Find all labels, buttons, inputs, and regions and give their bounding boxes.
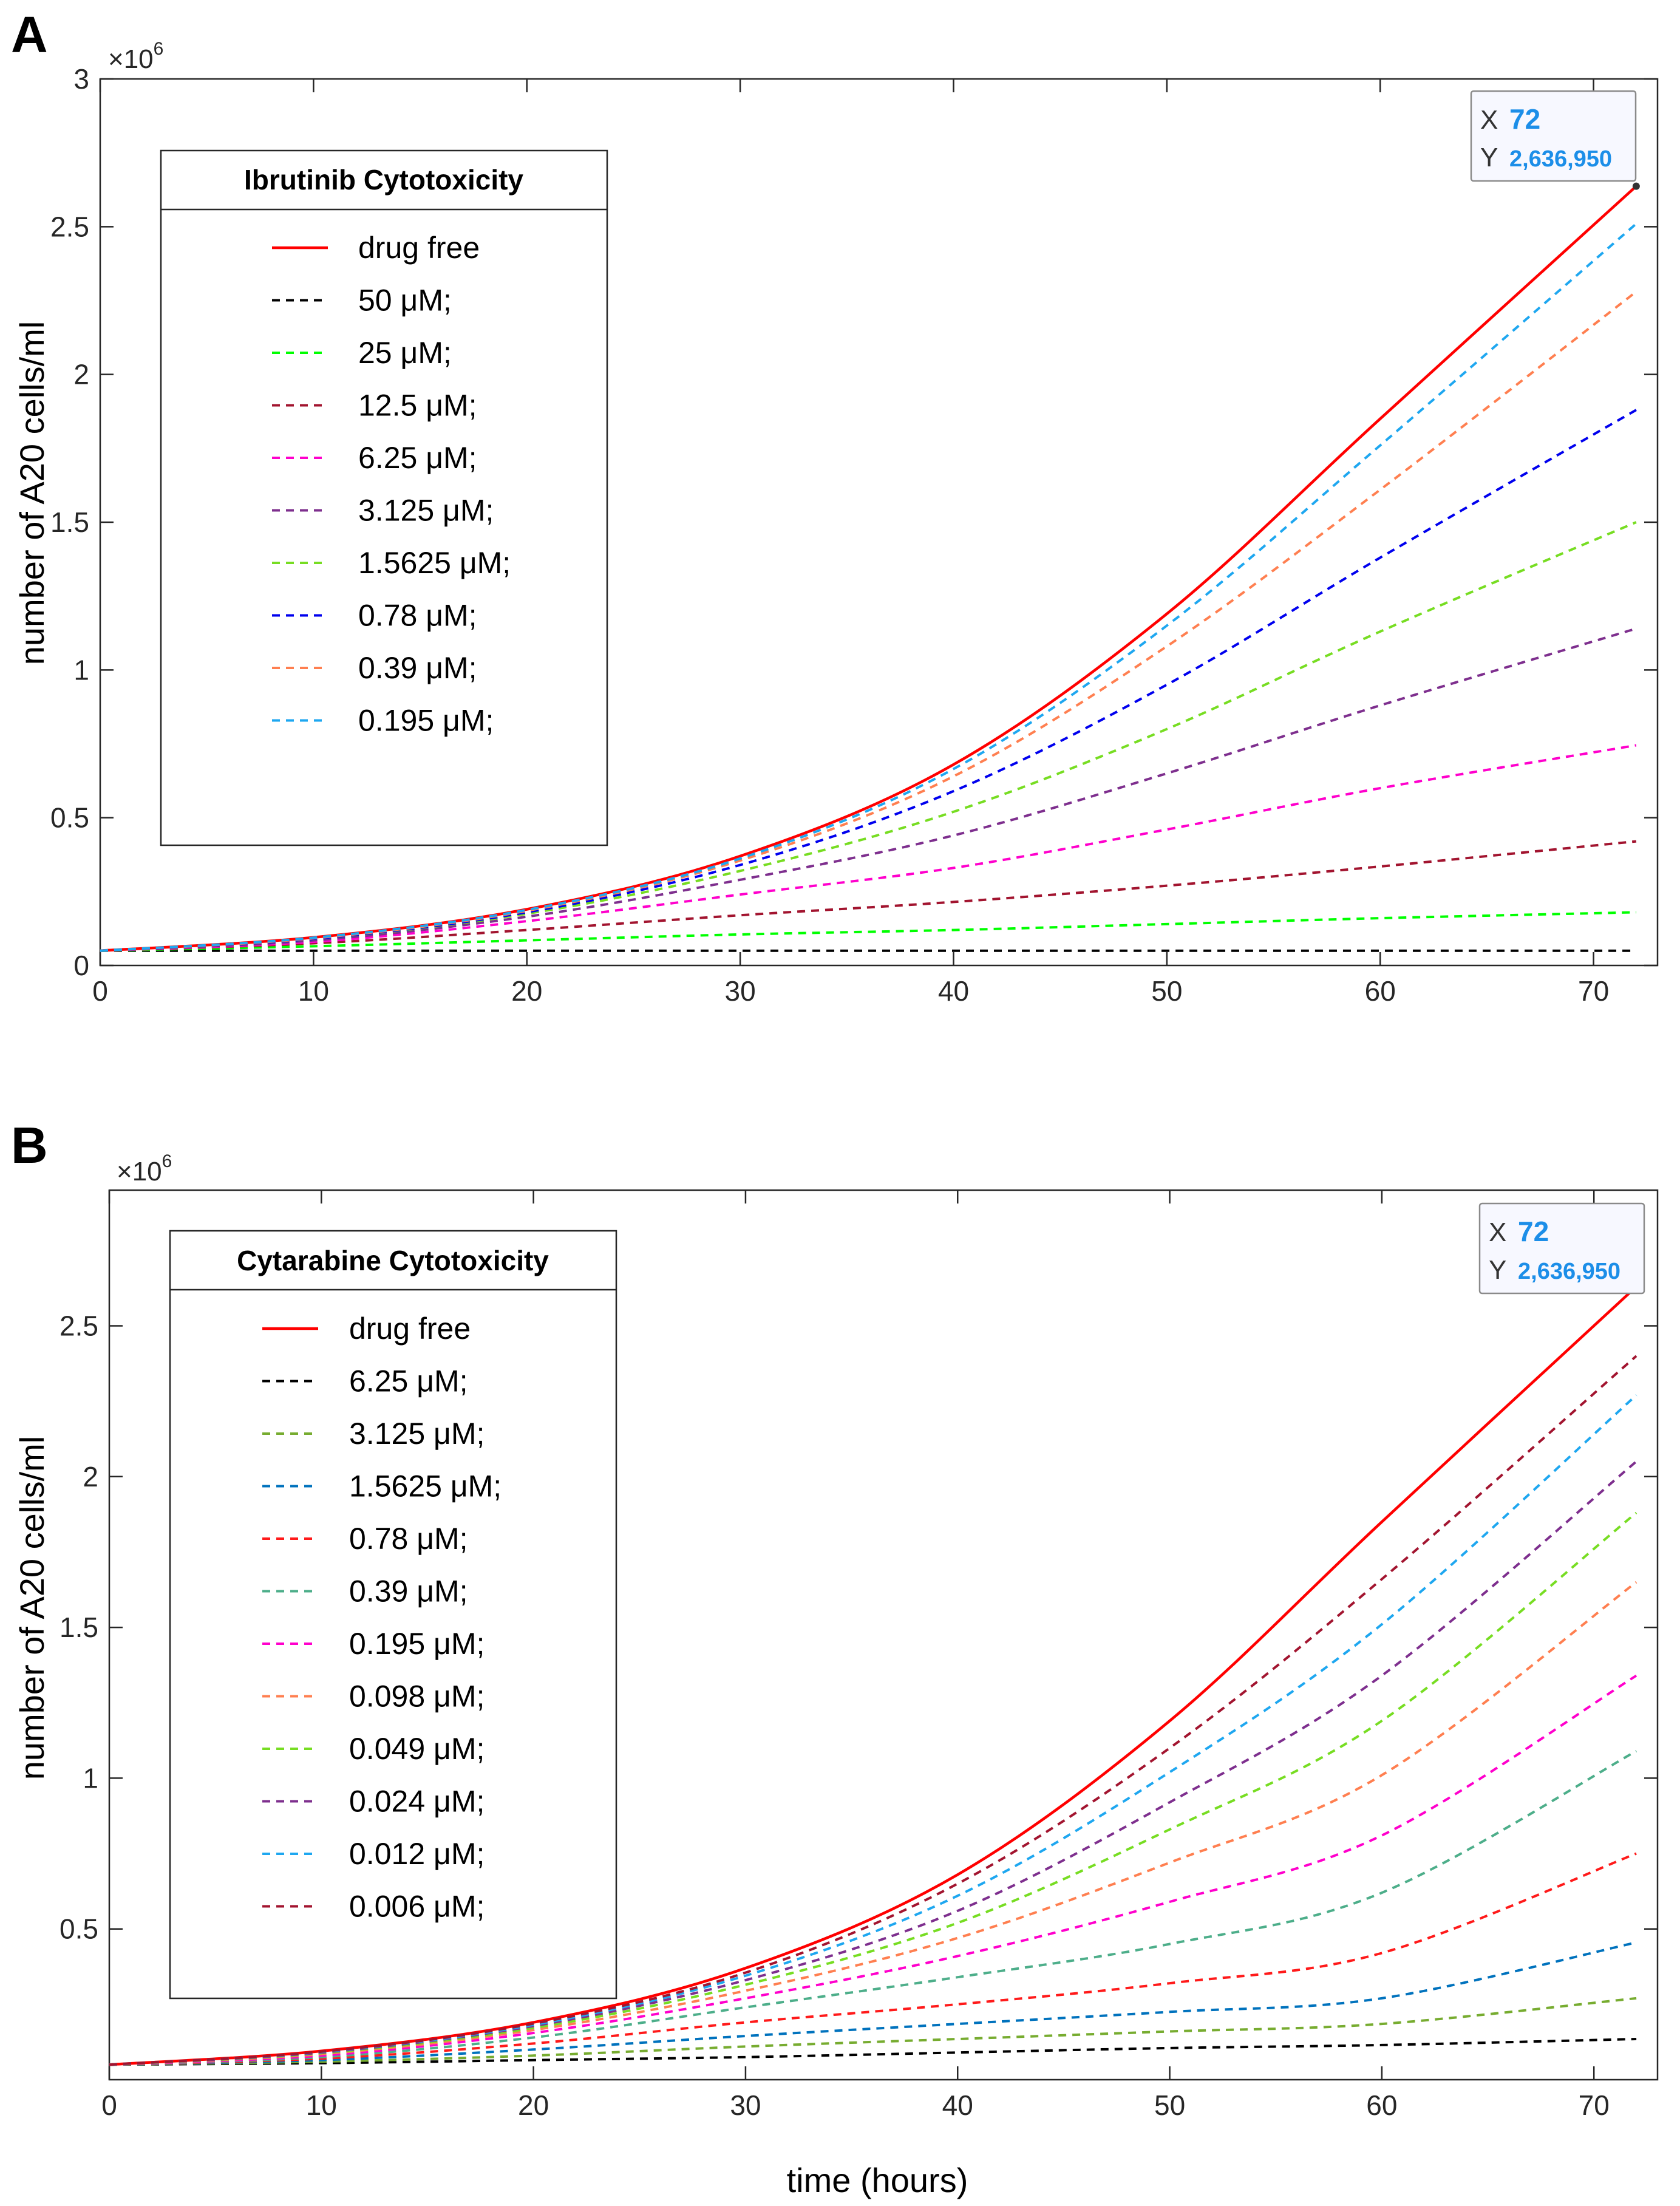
- legend-entries: drug free 6.25 μM; 3.125 μM; 1.5625 μM; 0.78…: [262, 1312, 502, 1924]
- x-tick-label: 70: [1578, 975, 1609, 1007]
- x-tick-label: 20: [518, 2089, 549, 2121]
- y-tick-label: 3: [73, 63, 89, 95]
- plot-area: 0 10 20 30 40 50 60 70 0 0.5 1 1.5 2 2.5 3: [50, 63, 1659, 1007]
- series-line: [109, 1941, 1637, 2066]
- legend-entries: drug free 50 μM; 25 μM; 12.5 μM; 6.25 μM; 3.1…: [272, 231, 511, 738]
- y-tick-label: 1: [73, 654, 89, 686]
- datatip-y-key: Y: [1489, 1255, 1506, 1285]
- x-axis-title: time (hours): [787, 2161, 968, 2199]
- legend-label: 0.012 μM;: [349, 1837, 485, 1871]
- x-tick-label: 20: [511, 975, 542, 1007]
- legend-label: 0.195 μM;: [358, 704, 494, 738]
- legend-label: drug free: [358, 231, 480, 265]
- series-line: [100, 744, 1637, 952]
- x-tick-label: 50: [1151, 975, 1182, 1007]
- x-tick-label: 40: [942, 2089, 973, 2121]
- legend-label: 25 μM;: [358, 336, 452, 370]
- datatip-marker: [1632, 182, 1640, 190]
- legend-title: Cytarabine Cytotoxicity: [237, 1245, 549, 1276]
- datatip-x-key: X: [1480, 105, 1498, 135]
- datatip-y-key: Y: [1480, 143, 1498, 172]
- x-tick-label: 60: [1366, 2089, 1397, 2121]
- legend-label: 0.39 μM;: [349, 1574, 468, 1609]
- datatip-box: [1478, 1202, 1645, 1295]
- datatip-y-value: 2,636,950: [1518, 1259, 1620, 1284]
- legend-label: 0.006 μM;: [349, 1890, 485, 1924]
- x-tick-label: 50: [1154, 2089, 1185, 2121]
- y-tick-label: 1.5: [60, 1612, 98, 1643]
- legend-label: 1.5625 μM;: [349, 1469, 502, 1503]
- y-tick-label: 2: [83, 1461, 98, 1493]
- x-tick-label: 10: [298, 975, 329, 1007]
- x-tick-label: 60: [1365, 975, 1396, 1007]
- legend-box: [169, 1230, 617, 2000]
- y-axis-title: number of A20 cells/ml: [13, 1436, 51, 1780]
- series-line: [100, 222, 1637, 952]
- legend-label: 3.125 μM;: [358, 494, 494, 528]
- series-line: [109, 2038, 1637, 2066]
- axes-frame: [108, 1189, 1659, 2081]
- y-tick-label: 0: [73, 950, 89, 981]
- y-axis-title: number of A20 cells/ml: [13, 321, 51, 665]
- legend-label: 0.78 μM;: [358, 599, 477, 633]
- plot-area: 0 10 20 30 40 50 60 70 0.5 1 1.5 2 2.5: [60, 1189, 1659, 2121]
- legend-title: Ibrutinib Cytotoxicity: [244, 164, 523, 196]
- series-line: [100, 185, 1637, 952]
- x-tick-label: 30: [725, 975, 756, 1007]
- x-tick-label: 30: [730, 2089, 761, 2121]
- datatip-box: [1470, 90, 1637, 182]
- legend-label: 6.25 μM;: [349, 1364, 468, 1398]
- series-line: [100, 840, 1637, 952]
- x-tick-label: 70: [1579, 2089, 1610, 2121]
- panel-label: B: [11, 1117, 48, 1174]
- legend-label: 12.5 μM;: [358, 389, 477, 423]
- legend-label: drug free: [349, 1312, 471, 1346]
- series-line: [100, 911, 1636, 952]
- panel-a: A ×106 number of A20 cells/ml 0 10 20 30 40 5…: [11, 6, 1659, 1007]
- legend-label: 0.098 μM;: [349, 1680, 485, 1714]
- legend-box: [160, 149, 608, 846]
- y-tick-label: 2.5: [60, 1310, 98, 1341]
- datatip-x-value: 72: [1518, 1216, 1549, 1247]
- panel-b: B ×106 number of A20 cells/ml time (hour…: [11, 1117, 1659, 2199]
- legend-label: 3.125 μM;: [349, 1417, 485, 1451]
- legend-label: 0.049 μM;: [349, 1732, 485, 1766]
- legend: Ibrutinib Cytotoxicity drug free 50 μM; 25…: [160, 149, 608, 846]
- series-line: [109, 1749, 1637, 2066]
- y-multiplier: ×106: [117, 1151, 172, 1186]
- x-tick-label: 0: [101, 2089, 117, 2121]
- y-tick-label: 0.5: [60, 1913, 98, 1945]
- legend-label: 0.024 μM;: [349, 1785, 485, 1819]
- series-line: [109, 1852, 1637, 2066]
- series-line: [109, 1285, 1637, 2066]
- legend-label: 0.195 μM;: [349, 1627, 485, 1661]
- panel-label: A: [11, 6, 48, 63]
- legend-label: 0.78 μM;: [349, 1522, 468, 1556]
- datatip[interactable]: X 72 Y 2,636,950: [1470, 90, 1640, 190]
- datatip-x-key: X: [1489, 1217, 1506, 1247]
- x-tick-label: 0: [92, 975, 108, 1007]
- y-tick-label: 0.5: [50, 802, 89, 834]
- y-tick-label: 1: [83, 1762, 98, 1794]
- series-line: [109, 1997, 1637, 2066]
- x-tick-label: 10: [306, 2089, 337, 2121]
- y-tick-label: 2.5: [50, 211, 89, 242]
- y-tick-label: 2: [73, 359, 89, 390]
- x-tick-label: 40: [938, 975, 969, 1007]
- series-line: [109, 1355, 1637, 2066]
- legend-label: 1.5625 μM;: [358, 546, 511, 580]
- y-tick-label: 1.5: [50, 506, 89, 538]
- legend: Cytarabine Cytotoxicity drug free 6.25 μM…: [169, 1230, 617, 2000]
- datatip-y-value: 2,636,950: [1509, 146, 1612, 172]
- datatip-x-value: 72: [1509, 103, 1540, 135]
- legend-label: 0.39 μM;: [358, 651, 477, 685]
- y-multiplier: ×106: [108, 39, 163, 74]
- legend-label: 50 μM;: [358, 284, 452, 318]
- legend-label: 6.25 μM;: [358, 441, 477, 475]
- datatip[interactable]: X 72 Y 2,636,950: [1478, 1202, 1645, 1295]
